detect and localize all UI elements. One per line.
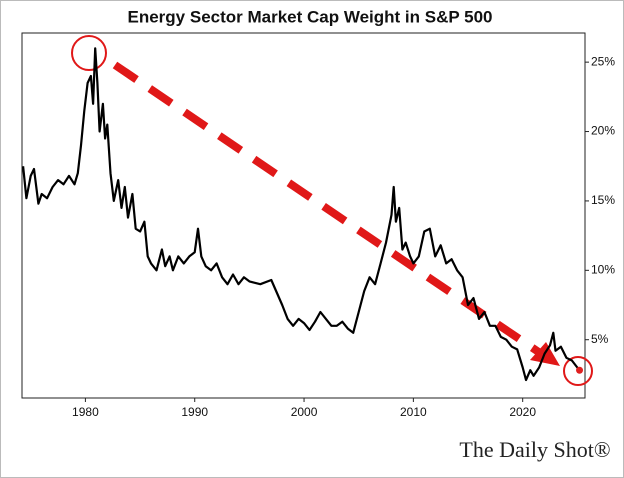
x-tick-label: 2020	[509, 405, 536, 419]
chart-title: Energy Sector Market Cap Weight in S&P 5…	[128, 7, 493, 26]
y-tick-label: 10%	[591, 262, 615, 276]
trend-arrow	[112, 61, 546, 359]
x-tick-label: 1980	[72, 405, 99, 419]
y-tick-label: 15%	[591, 193, 615, 207]
x-tick-label: 2000	[291, 405, 318, 419]
y-tick-label: 25%	[591, 54, 615, 68]
highlight-circle	[71, 35, 107, 71]
highlight-circle	[563, 356, 593, 386]
line	[22, 47, 581, 382]
y-tick-label: 20%	[591, 124, 615, 138]
x-tick-label: 1990	[181, 405, 208, 419]
y-tick-label: 5%	[591, 332, 609, 346]
source-brand: The Daily Shot®	[459, 437, 610, 462]
x-tick-label: 2010	[400, 405, 427, 419]
last-point	[576, 366, 584, 374]
plot-frame	[21, 32, 586, 399]
